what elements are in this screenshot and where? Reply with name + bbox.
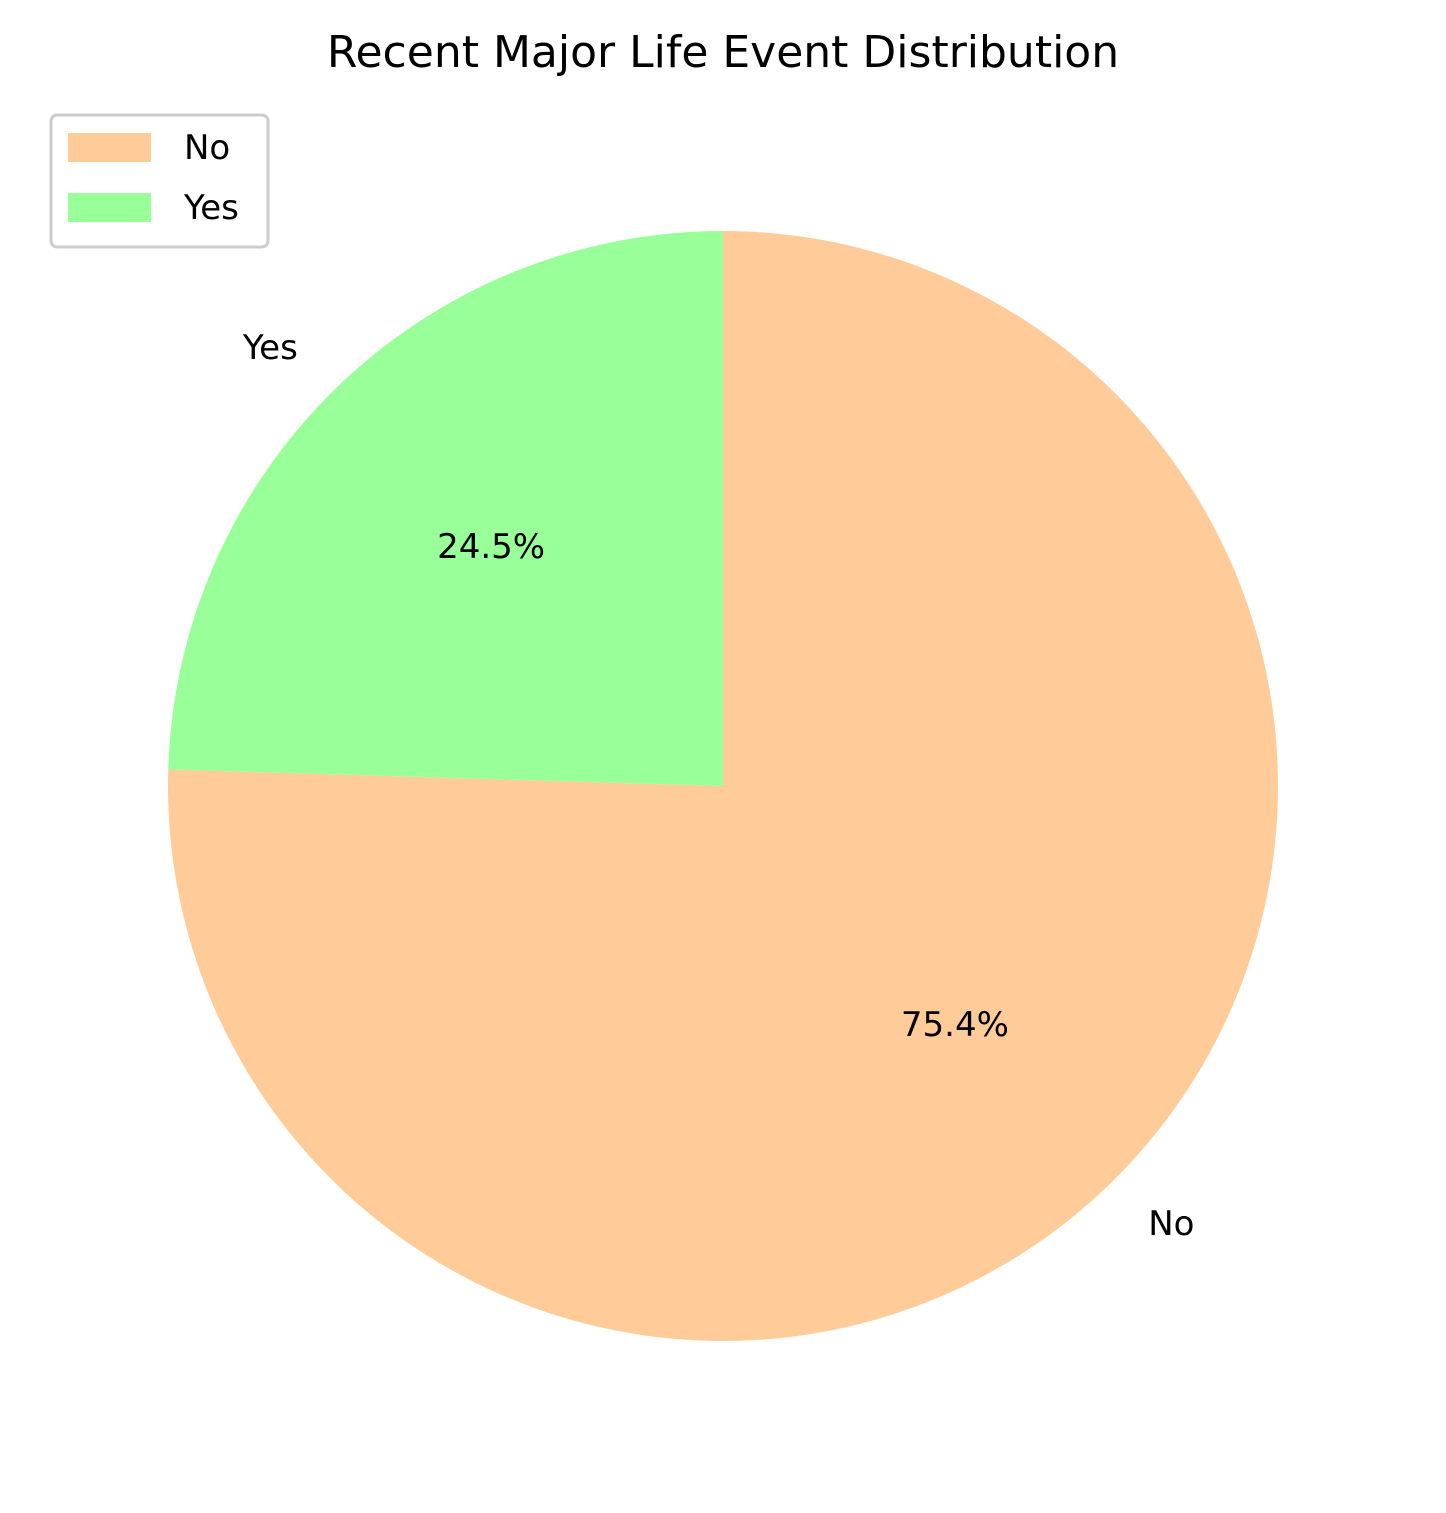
pie-labels: No 75.4% Yes 24.5% (242, 328, 1195, 1244)
legend-swatch-no (68, 133, 151, 162)
pie-slices (167, 231, 1278, 1342)
slice-percent-yes: 24.5% (437, 527, 545, 567)
legend-label-no: No (184, 128, 230, 168)
legend-swatch-yes (68, 193, 151, 222)
legend-label-yes: Yes (183, 188, 239, 228)
pie-slice-yes (168, 231, 723, 786)
legend: No Yes (49, 113, 270, 249)
slice-label-no: No (1148, 1204, 1194, 1244)
legend-entries: No Yes (68, 128, 239, 228)
chart-title: Recent Major Life Event Distribution (327, 27, 1119, 78)
pie-slice-no (167, 231, 1278, 1342)
slice-label-yes: Yes (242, 328, 298, 368)
slice-percent-no: 75.4% (901, 1005, 1009, 1045)
